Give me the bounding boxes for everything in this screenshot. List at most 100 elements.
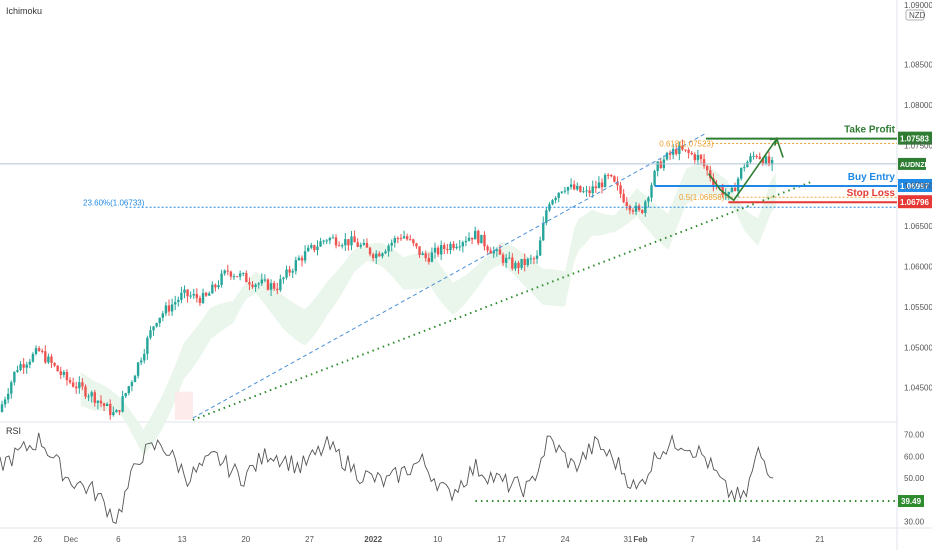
- candle-body: [87, 396, 90, 398]
- candle-body: [350, 236, 353, 246]
- candle-body: [365, 242, 369, 248]
- candle-body: [616, 181, 619, 186]
- candle-body: [461, 242, 465, 247]
- candle-body: [41, 350, 44, 352]
- candle-body: [143, 353, 146, 361]
- projection-arrowhead: [769, 137, 778, 146]
- candle-body: [523, 258, 526, 265]
- candle-body: [170, 304, 174, 312]
- time-tick: Dec: [64, 535, 78, 544]
- candle-body: [78, 382, 81, 389]
- candle-body: [310, 245, 313, 248]
- candle-body: [449, 243, 452, 251]
- candle-body: [214, 284, 217, 288]
- candle-body: [50, 356, 53, 364]
- candle-body: [470, 237, 474, 240]
- candle-body: [90, 392, 93, 397]
- candle-body: [452, 243, 455, 249]
- candle-body: [71, 382, 75, 387]
- candle-body: [690, 152, 693, 155]
- rsi-tick: 70.00: [904, 431, 925, 440]
- candle-body: [34, 348, 38, 354]
- candle-body: [198, 297, 202, 303]
- current-price-badge: [898, 157, 926, 170]
- candle-body: [331, 237, 335, 239]
- time-tick: 14: [752, 535, 761, 544]
- candle-body: [204, 292, 208, 296]
- candle-body: [681, 145, 684, 150]
- candle-body: [300, 257, 304, 261]
- candle-body: [656, 161, 659, 172]
- candle-body: [322, 240, 325, 242]
- candle-body: [517, 262, 520, 268]
- candle-body: [433, 247, 437, 253]
- candle-body: [285, 269, 288, 278]
- candle-body: [532, 258, 536, 260]
- candle-body: [161, 313, 165, 318]
- current-price-symbol: AUDNZD: [900, 162, 930, 169]
- candle-body: [563, 190, 567, 192]
- candle-body: [269, 283, 273, 290]
- candle-body: [727, 191, 731, 195]
- candle-body: [115, 410, 118, 413]
- candle-body: [730, 187, 734, 192]
- candle-body: [68, 380, 72, 383]
- candle-body: [149, 330, 152, 338]
- candle-body: [576, 185, 579, 190]
- candle-body: [693, 154, 696, 161]
- candle-body: [328, 237, 332, 241]
- candle-body: [93, 392, 96, 403]
- candle-body: [19, 364, 22, 371]
- time-tick: 27: [305, 535, 314, 544]
- candle-body: [421, 253, 424, 255]
- take-profit-label: Take Profit: [844, 125, 896, 136]
- candle-body: [520, 258, 523, 268]
- candle-body: [641, 209, 644, 213]
- candle-body: [211, 284, 214, 294]
- candle-body: [229, 271, 233, 277]
- candle-body: [251, 284, 254, 288]
- candle-body: [687, 149, 690, 153]
- candle-body: [746, 162, 749, 168]
- candle-body: [749, 156, 752, 163]
- buy-entry-label: Buy Entry: [848, 172, 896, 183]
- candle-body: [195, 293, 199, 298]
- candle-body: [384, 251, 387, 254]
- candle-body: [186, 289, 189, 297]
- currency-label: NZD: [909, 11, 926, 20]
- candle-body: [600, 182, 604, 188]
- cloud-bear-segment: [174, 391, 193, 420]
- candle-body: [409, 239, 412, 241]
- candle-body: [99, 400, 103, 404]
- candle-body: [613, 176, 616, 182]
- candle-body: [167, 305, 171, 312]
- rsi-support-value: 39.49: [901, 497, 922, 506]
- candle-body: [501, 254, 505, 263]
- stop-loss-price-badge: [898, 195, 932, 209]
- candle-body: [13, 371, 16, 383]
- candle-body: [619, 185, 622, 194]
- candle-body: [542, 222, 545, 241]
- candle-body: [294, 260, 298, 272]
- candle-body: [208, 293, 211, 296]
- candle-body: [257, 283, 260, 285]
- price-tick: 1.05500: [904, 303, 932, 312]
- candle-body: [368, 247, 372, 255]
- candle-body: [201, 292, 205, 303]
- candle-body: [743, 167, 746, 169]
- candle-body: [347, 239, 350, 246]
- candle-body: [65, 372, 69, 381]
- candle-body: [319, 241, 322, 247]
- candle-body: [6, 393, 10, 400]
- candle-body: [764, 156, 768, 165]
- candle-body: [0, 404, 4, 412]
- candle-body: [709, 170, 712, 179]
- candle-body: [263, 279, 267, 281]
- stop-loss-label: Stop Loss: [847, 188, 896, 199]
- rsi-support-badge: [898, 495, 924, 508]
- candle-body: [678, 145, 681, 154]
- price-tick: 1.06500: [904, 222, 932, 231]
- candle-body: [489, 250, 492, 254]
- fib-label: 0.5(1.06858): [679, 193, 725, 202]
